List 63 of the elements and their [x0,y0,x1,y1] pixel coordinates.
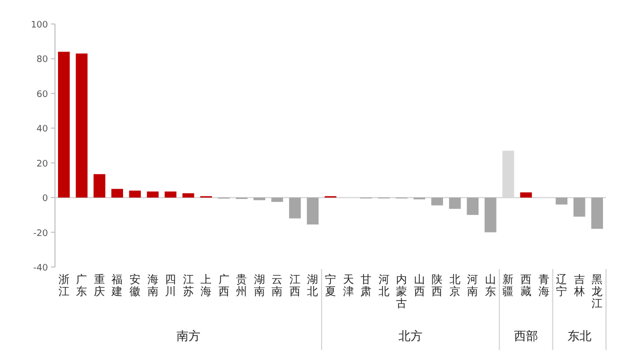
x-tick-label: 青海 [538,273,550,298]
x-tick-label: 西藏 [520,273,532,298]
x-tick-label: 海南 [147,273,158,298]
bar [254,198,266,200]
y-tick-label: 80 [36,55,48,66]
x-tick-label: 重庆 [94,273,105,298]
x-tick-label: 黑龙江 [592,273,603,310]
x-tick-label: 甘肃 [360,273,372,298]
y-tick-label: -40 [33,264,48,274]
x-tick-label: 贵州 [236,273,248,298]
x-tick-label: 北京 [449,273,460,298]
bar [271,198,284,202]
x-tick-label: 内蒙古 [396,273,408,310]
bar [146,191,159,198]
bar [431,198,444,206]
x-tick-label: 湖南 [254,273,265,298]
bar [484,198,496,232]
bar [573,198,586,217]
bar [182,193,194,198]
x-tick-label: 云南 [272,273,283,298]
bar [289,198,301,218]
x-tick-label: 福建 [110,273,123,298]
x-tick-label: 河北 [378,273,390,298]
bar [449,198,461,209]
text: 西部 [514,329,538,343]
x-tick-label: 吉林 [572,273,585,298]
text: 东北 [567,329,592,343]
x-tick-label: 上海 [200,273,212,298]
x-tick-label: 河南 [467,273,478,298]
x-tick-label: 新疆 [502,273,514,298]
x-tick-label: 江西 [289,273,300,298]
x-tick-label: 广东 [76,273,88,298]
x-tick-label: 安徽 [129,273,140,298]
x-tick-label: 陕西 [432,273,443,298]
bar [111,188,124,198]
bar [76,54,88,198]
text: 南方 [176,329,200,343]
y-tick-label: 0 [42,194,48,204]
x-tick-label: 山东 [484,273,496,298]
y-tick-label: 40 [36,124,48,135]
bar [58,52,70,198]
bar [94,174,106,198]
x-tick-label: 山西 [414,273,425,298]
y-tick-label: 100 [30,20,48,30]
y-tick-label: 60 [36,90,48,100]
bar [520,192,532,198]
y-tick-label: -20 [33,228,48,239]
x-tick-label: 宁夏 [325,273,336,298]
bar [466,198,479,215]
x-tick-label: 辽宁 [556,273,568,298]
x-tick-label: 天津 [342,273,354,298]
x-tick-label: 江苏 [182,273,194,298]
x-tick-label: 湖北 [307,273,318,298]
y-tick-label: 20 [36,159,48,170]
x-tick-label: 浙江 [58,273,70,298]
bar [164,191,176,198]
x-tick-label: 广西 [218,273,230,298]
text: 北方 [398,329,422,343]
x-tick-label: 四川 [165,273,176,298]
bar [556,198,568,205]
bar [306,198,319,224]
bar [129,190,141,198]
bar [591,198,603,229]
